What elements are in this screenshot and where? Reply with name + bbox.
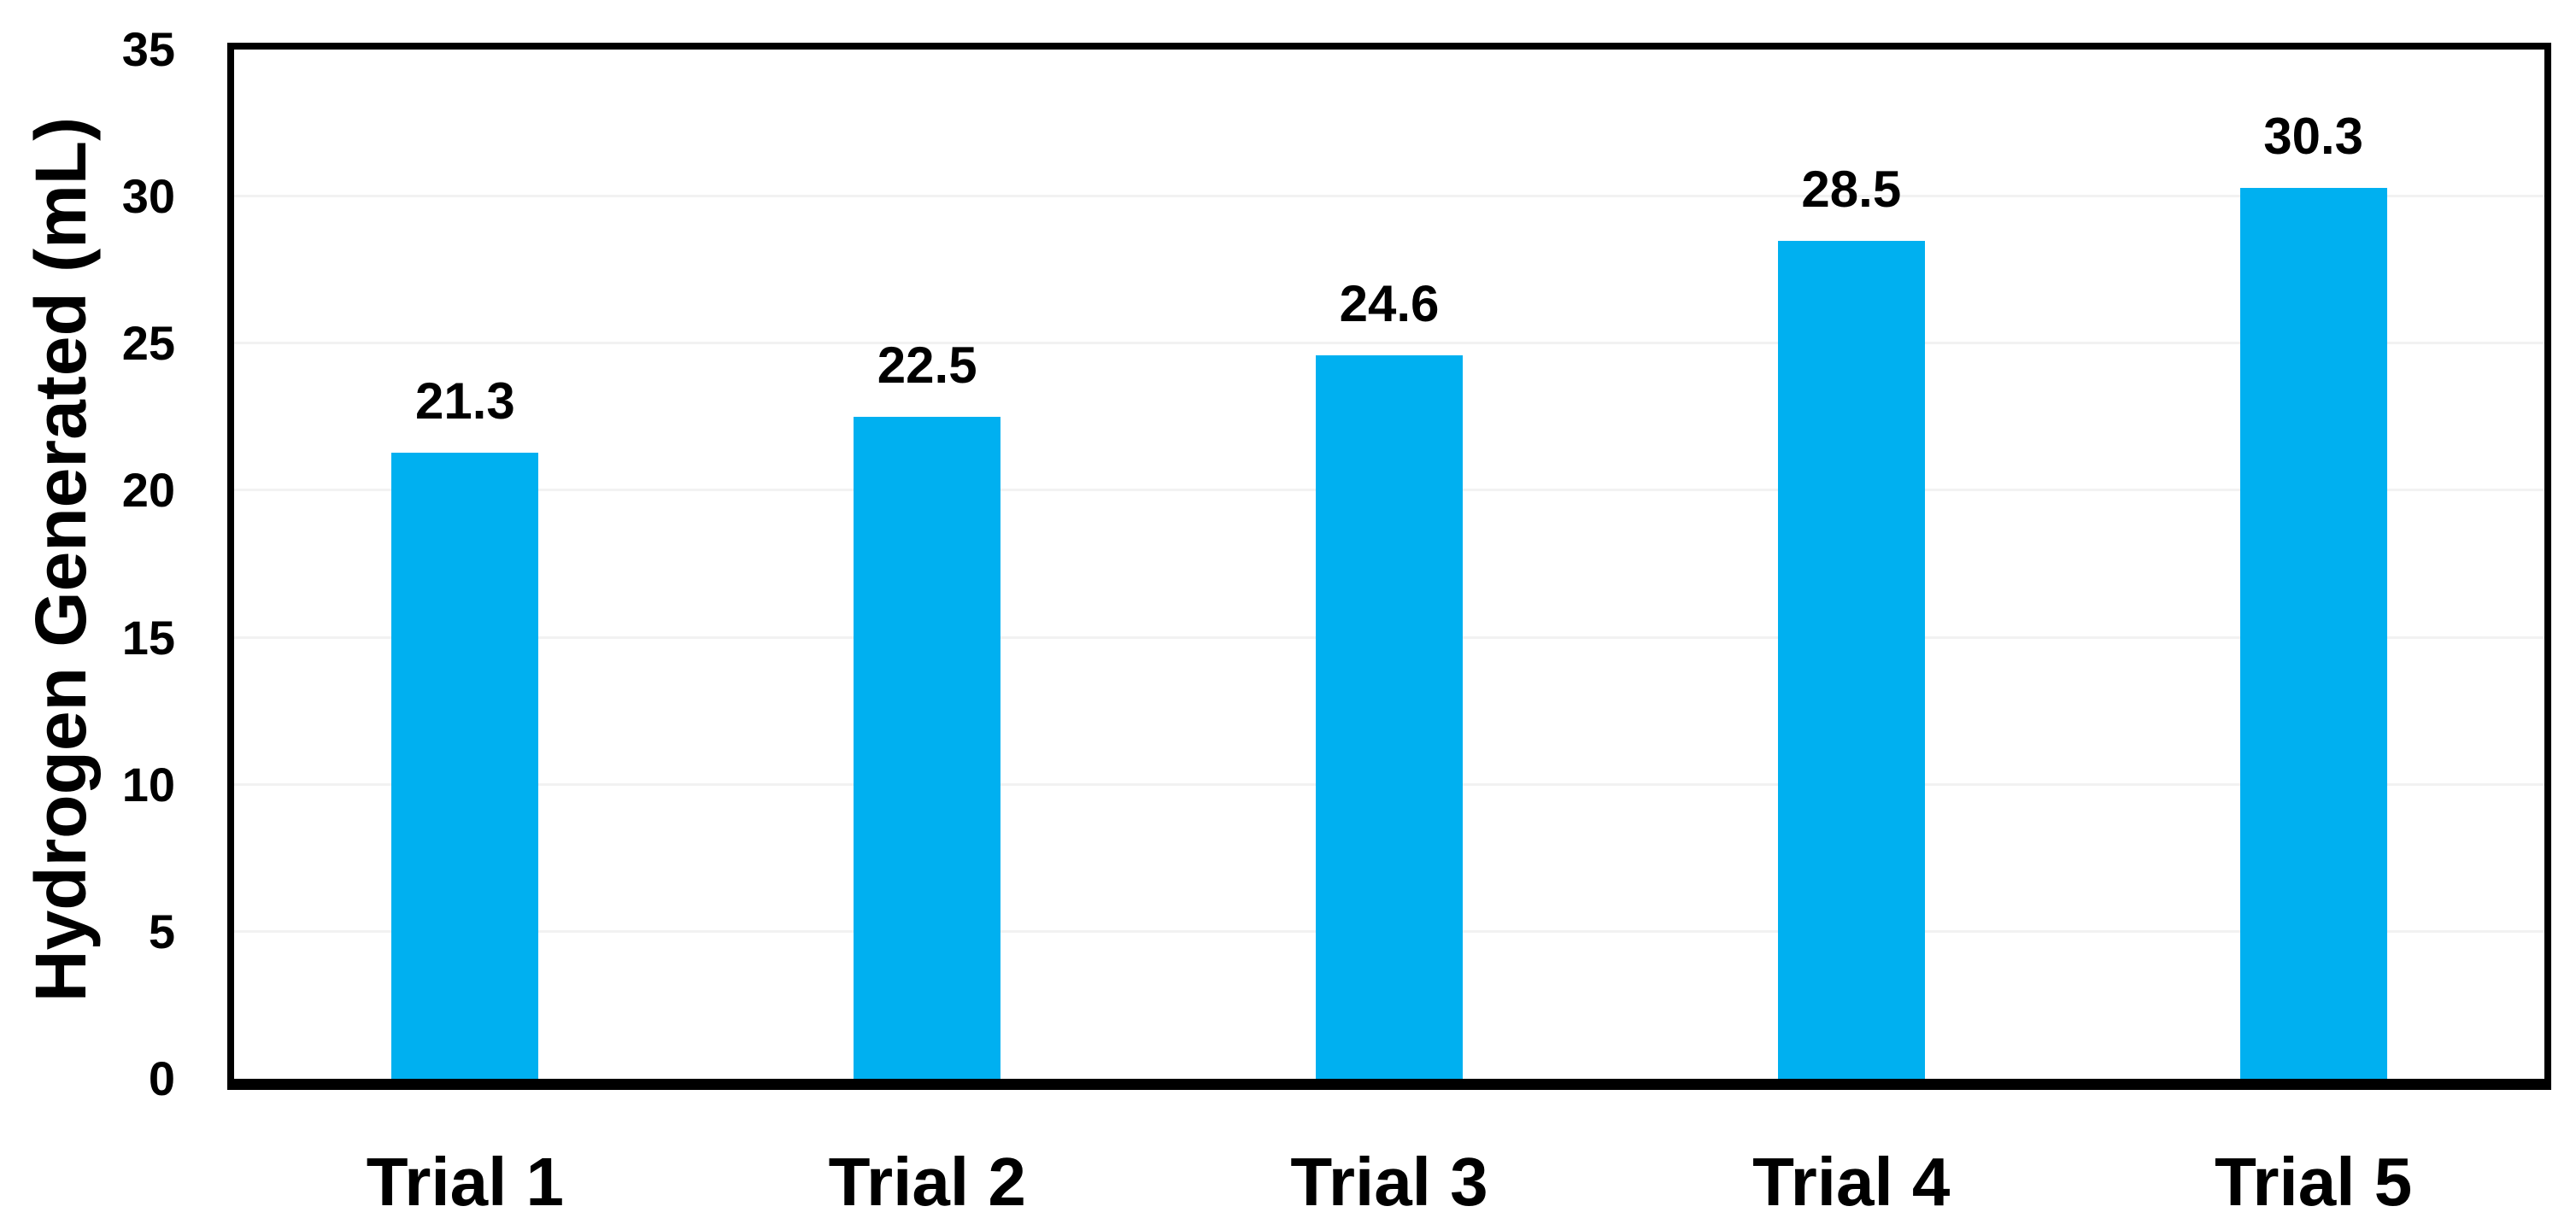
- bar-trial-5: [2239, 187, 2387, 1079]
- bar-value-label: 24.6: [1339, 275, 1440, 333]
- bar-trial-2: [854, 417, 1001, 1079]
- plot-inner: 21.3 22.5 24.6 28.5 30.3: [234, 50, 2544, 1079]
- gridline: [234, 195, 2544, 198]
- y-axis-tick-labels: 0 5 10 15 20 25 30 35: [0, 24, 175, 1104]
- gridline: [234, 342, 2544, 345]
- x-axis-label: Trial 3: [1290, 1144, 1488, 1220]
- x-axis-label: Trial 2: [828, 1144, 1026, 1220]
- x-axis-label: Trial 4: [1752, 1144, 1951, 1220]
- y-axis-tick-label: 30: [121, 169, 175, 224]
- y-axis-tick-label: 10: [121, 757, 175, 811]
- y-axis-tick-label: 25: [121, 316, 175, 371]
- bar-value-label: 30.3: [2263, 107, 2363, 165]
- x-axis-labels: Trial 1 Trial 2 Trial 3 Trial 4 Trial 5: [234, 1102, 2544, 1218]
- y-axis-tick-label: 35: [121, 22, 175, 76]
- bar-trial-4: [1777, 240, 1925, 1079]
- bar-value-label: 22.5: [877, 337, 977, 395]
- y-axis-tick-label: 0: [148, 1051, 175, 1105]
- bar-trial-3: [1316, 355, 1463, 1079]
- bar-value-label: 21.3: [415, 372, 515, 430]
- y-axis-tick-label: 5: [148, 904, 175, 958]
- x-axis-label: Trial 1: [366, 1144, 565, 1220]
- bar-value-label: 28.5: [1801, 160, 1902, 218]
- plot-area: 21.3 22.5 24.6 28.5 30.3: [227, 43, 2551, 1090]
- y-axis-tick-label: 15: [121, 610, 175, 665]
- x-axis-label: Trial 5: [2214, 1144, 2413, 1220]
- bar-trial-1: [391, 452, 539, 1079]
- y-axis-tick-label: 20: [121, 463, 175, 518]
